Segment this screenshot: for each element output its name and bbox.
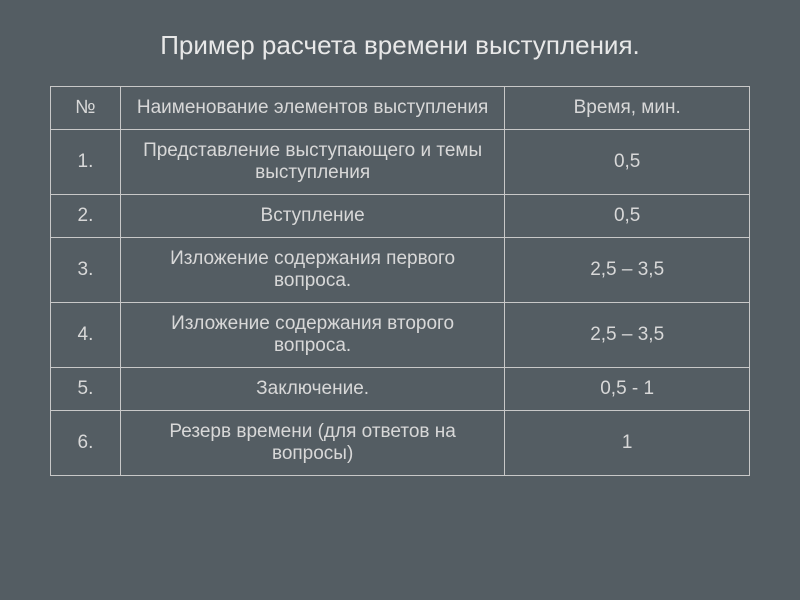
table-row: 2. Вступление 0,5	[51, 195, 750, 238]
cell-number: 2.	[51, 195, 121, 238]
cell-time: 0,5 - 1	[505, 368, 750, 411]
table-row: 6. Резерв времени (для ответов на вопрос…	[51, 411, 750, 476]
cell-number: 6.	[51, 411, 121, 476]
cell-time: 1	[505, 411, 750, 476]
cell-time: 0,5	[505, 195, 750, 238]
slide-container: Пример расчета времени выступления. № На…	[0, 0, 800, 600]
table-row: 1. Представление выступающего и темы выс…	[51, 130, 750, 195]
table-row: 3. Изложение содержания первого вопроса.…	[51, 238, 750, 303]
time-table: № Наименование элементов выступления Вре…	[50, 86, 750, 476]
cell-time: 0,5	[505, 130, 750, 195]
slide-title: Пример расчета времени выступления.	[50, 30, 750, 61]
cell-name: Изложение содержания первого вопроса.	[120, 238, 504, 303]
table-row: 5. Заключение. 0,5 - 1	[51, 368, 750, 411]
cell-name: Изложение содержания второго вопроса.	[120, 303, 504, 368]
col-header-time: Время, мин.	[505, 87, 750, 130]
cell-name: Резерв времени (для ответов на вопросы)	[120, 411, 504, 476]
table-header-row: № Наименование элементов выступления Вре…	[51, 87, 750, 130]
table-row: 4. Изложение содержания второго вопроса.…	[51, 303, 750, 368]
cell-name: Вступление	[120, 195, 504, 238]
col-header-number: №	[51, 87, 121, 130]
cell-number: 1.	[51, 130, 121, 195]
cell-time: 2,5 – 3,5	[505, 303, 750, 368]
cell-name: Представление выступающего и темы выступ…	[120, 130, 504, 195]
col-header-name: Наименование элементов выступления	[120, 87, 504, 130]
cell-number: 4.	[51, 303, 121, 368]
cell-number: 3.	[51, 238, 121, 303]
cell-name: Заключение.	[120, 368, 504, 411]
cell-time: 2,5 – 3,5	[505, 238, 750, 303]
cell-number: 5.	[51, 368, 121, 411]
